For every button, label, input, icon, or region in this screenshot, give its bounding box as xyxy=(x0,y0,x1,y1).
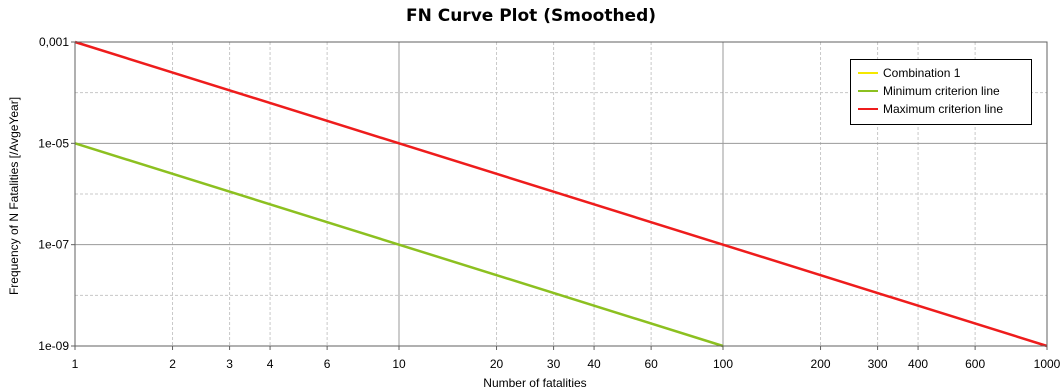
x-tick-label: 1 xyxy=(72,357,79,371)
y-axis-title: Frequency of N Fatalities [/AvgeYear] xyxy=(7,97,21,295)
series-lines xyxy=(74,40,1048,348)
legend-label: Maximum criterion line xyxy=(883,102,1004,116)
chart-legend: Combination 1 Minimum criterion line Maxim… xyxy=(850,59,1032,125)
x-tick-label: 3 xyxy=(226,357,233,371)
major-gridlines xyxy=(75,42,1047,346)
legend-label: Combination 1 xyxy=(883,66,961,80)
x-tick-label: 4 xyxy=(267,357,274,371)
x-tick-label: 10 xyxy=(392,357,406,371)
legend-swatch xyxy=(858,108,878,110)
x-axis-ticks: 1 2 3 4 6 10 20 30 40 60 100 200 300 400 600 1000 xyxy=(72,346,1061,371)
y-tick-label: 1e-09 xyxy=(38,339,69,353)
chart-title: FN Curve Plot (Smoothed) xyxy=(405,6,657,26)
minimum-criterion-line-series xyxy=(74,142,724,348)
x-tick-label: 600 xyxy=(965,357,985,371)
legend-item-minimum-criterion-line: Minimum criterion line xyxy=(858,82,1031,100)
legend-item-combination-1: Combination 1 xyxy=(858,64,1031,82)
x-tick-label: 100 xyxy=(713,357,733,371)
maximum-criterion-line-series xyxy=(74,40,1048,348)
x-tick-label: 2 xyxy=(169,357,176,371)
plot-border xyxy=(74,41,1048,347)
x-axis-title: Number of fatalities xyxy=(483,376,586,390)
legend-swatch xyxy=(858,90,878,92)
x-tick-label: 1000 xyxy=(1034,357,1061,371)
x-tick-label: 20 xyxy=(490,357,504,371)
x-tick-label: 200 xyxy=(811,357,831,371)
x-tick-label: 6 xyxy=(324,357,331,371)
y-axis-ticks: 0,001 1e-05 1e-07 1e-09 xyxy=(38,35,75,353)
x-tick-label: 60 xyxy=(644,357,658,371)
x-tick-label: 30 xyxy=(547,357,561,371)
y-tick-label: 0,001 xyxy=(39,35,69,49)
x-tick-label: 40 xyxy=(587,357,601,371)
legend-item-maximum-criterion-line: Maximum criterion line xyxy=(858,100,1031,118)
x-tick-label: 400 xyxy=(908,357,928,371)
x-tick-label: 300 xyxy=(868,357,888,371)
legend-label: Minimum criterion line xyxy=(883,84,1000,98)
legend-swatch xyxy=(858,72,878,74)
y-tick-label: 1e-07 xyxy=(38,238,69,252)
y-tick-label: 1e-05 xyxy=(38,136,69,150)
